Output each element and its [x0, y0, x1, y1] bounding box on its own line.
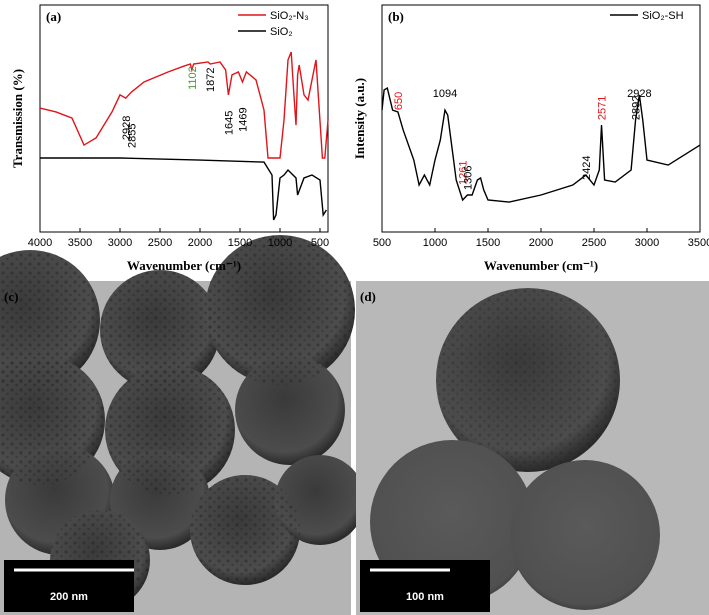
panel-label: (d): [360, 289, 376, 304]
scale-bar-box: [4, 560, 134, 612]
plot-frame: [39, 4, 329, 233]
peak-label: 2892: [631, 96, 643, 120]
y-axis-label: Transmission (%): [10, 69, 25, 168]
tem-c: [0, 235, 365, 615]
legend-label: SiO₂: [270, 26, 293, 38]
peak-label: 2928: [627, 88, 651, 100]
x-tick-label: 2500: [582, 237, 606, 249]
x-tick-label: 2000: [188, 237, 212, 249]
scale-bar-label: 200 nm: [50, 591, 88, 603]
x-tick-label: 2000: [529, 237, 553, 249]
tem-d: [356, 281, 709, 615]
spectrum-line: [40, 157, 327, 221]
spectrum-line: [39, 51, 329, 159]
x-tick-label: 3500: [688, 237, 709, 249]
x-tick-label: 4000: [28, 237, 52, 249]
peak-label: 1094: [433, 88, 457, 100]
peak-label: 1469: [237, 107, 249, 131]
peak-label: 650: [393, 92, 405, 110]
legend-label: SiO₂-SH: [642, 10, 684, 22]
x-axis-label: Wavenumber (cm⁻¹): [127, 258, 241, 273]
x-tick-label: 3000: [635, 237, 659, 249]
x-tick-label: 2500: [148, 237, 172, 249]
peak-label: 2424: [581, 156, 593, 180]
y-axis-label: Intensity (a.u.): [352, 78, 367, 159]
panel-label: (c): [4, 289, 18, 304]
spectrum-line: [381, 87, 701, 203]
x-tick-label: 1500: [228, 237, 252, 249]
peak-label: 1872: [205, 67, 217, 91]
x-axis-label: Wavenumber (cm⁻¹): [484, 258, 598, 273]
panel-label: (a): [46, 9, 61, 24]
x-tick-label: 3500: [68, 237, 92, 249]
peak-label: 1261: [458, 161, 470, 185]
peak-label: 2571: [597, 96, 609, 120]
peak-label: 1306: [462, 166, 474, 190]
scale-bar-box: [360, 560, 490, 612]
peak-label: 2928: [121, 116, 133, 140]
x-tick-label: 1000: [268, 237, 292, 249]
x-tick-label: 500: [373, 237, 391, 249]
legend-label: SiO₂-N₃: [270, 10, 309, 22]
x-tick-label: 1500: [476, 237, 500, 249]
x-tick-label: 3000: [108, 237, 132, 249]
panel-label: (b): [388, 9, 404, 24]
peak-label: 1102: [187, 66, 199, 90]
x-tick-label: 500: [311, 237, 329, 249]
peak-label: 1645: [223, 111, 235, 135]
peak-label: 2855: [127, 124, 139, 148]
plot-frame: [381, 4, 701, 233]
scale-bar-label: 100 nm: [406, 591, 444, 603]
x-tick-label: 1000: [423, 237, 447, 249]
